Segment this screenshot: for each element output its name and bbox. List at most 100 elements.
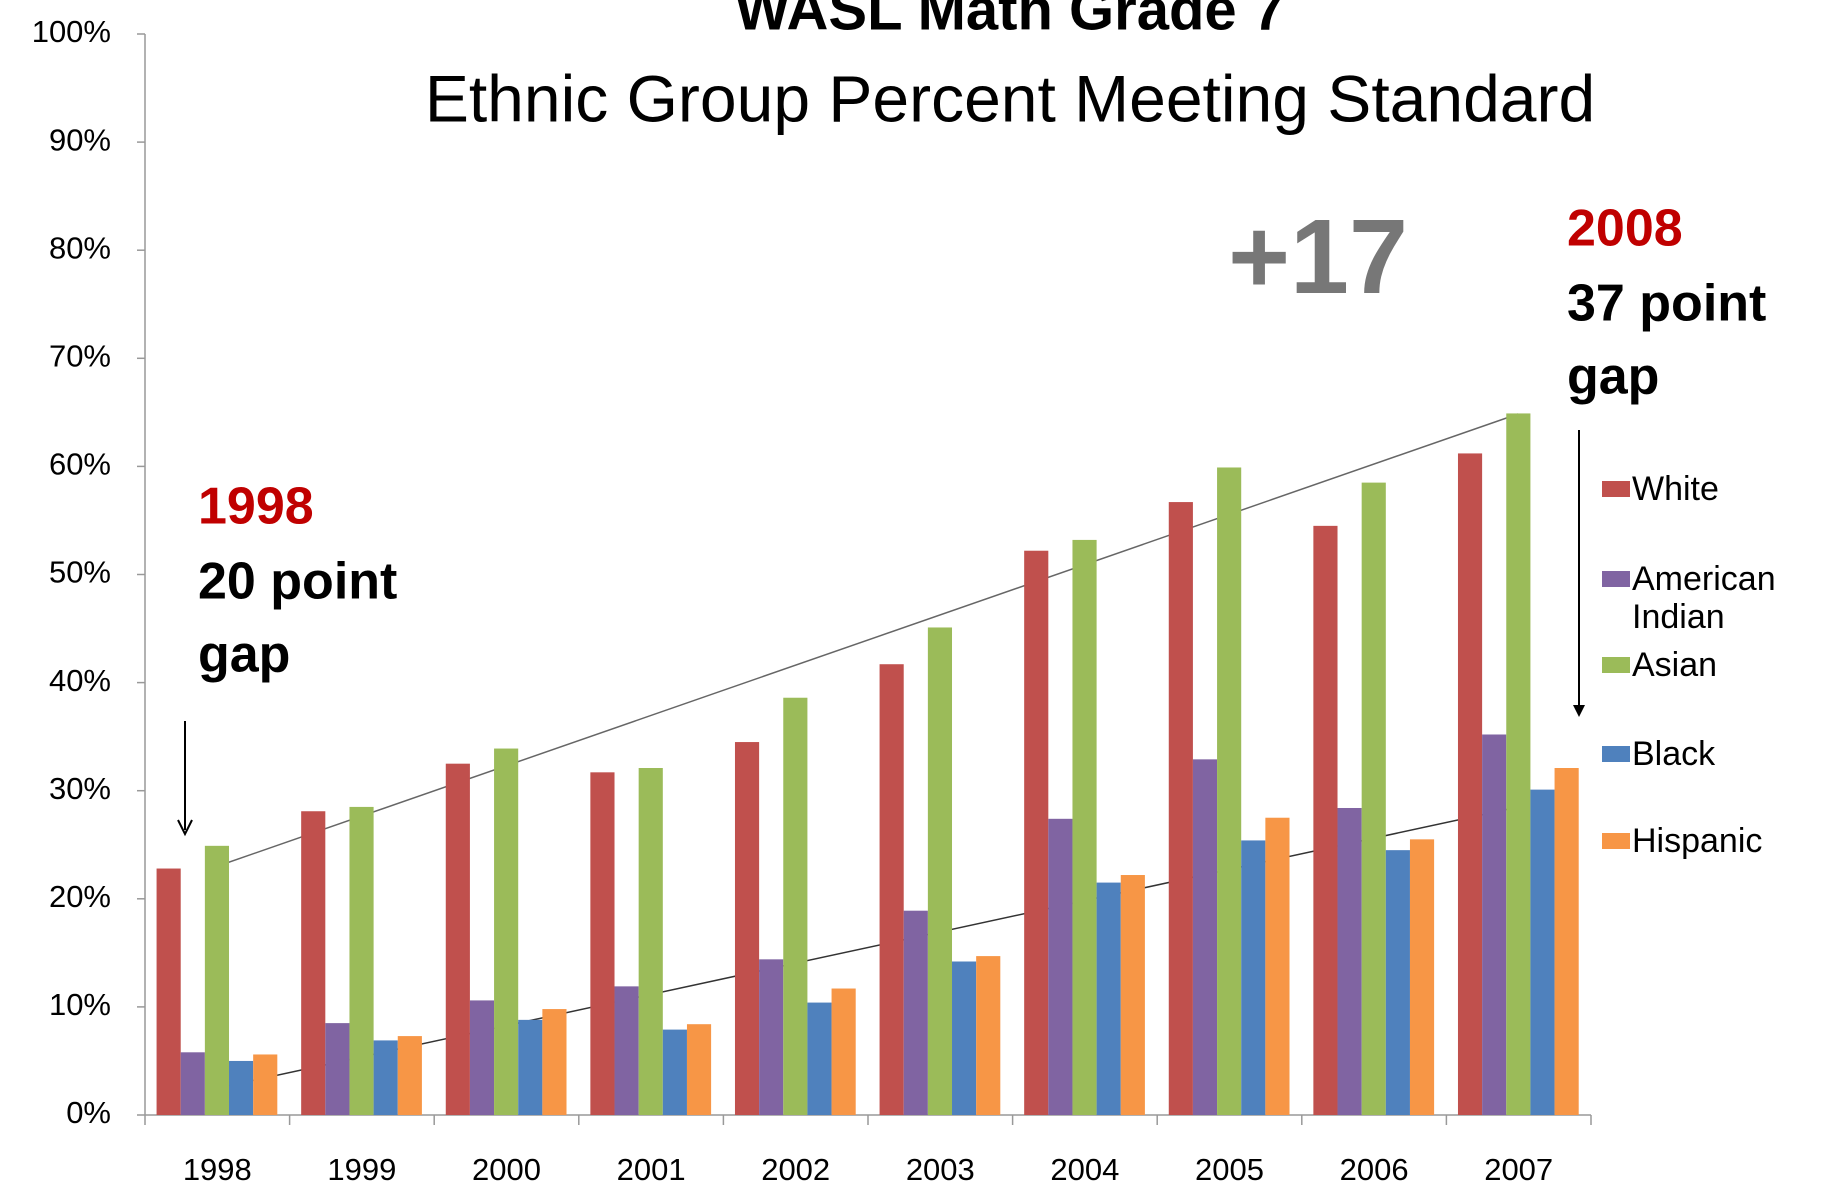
x-tick-label: 2002	[761, 1152, 830, 1187]
bar	[1217, 467, 1242, 1116]
legend-swatch	[1602, 833, 1630, 849]
y-tick-label: 70%	[49, 338, 111, 373]
bar	[903, 910, 928, 1115]
bar	[1120, 875, 1145, 1115]
legend-label: Asian	[1632, 646, 1718, 684]
bar	[662, 1029, 687, 1115]
annotation: +17	[1228, 198, 1408, 316]
bar	[397, 1036, 422, 1115]
legend-swatch	[1602, 657, 1630, 673]
bar	[734, 742, 760, 1115]
legend-entry: American Indian	[1602, 560, 1832, 636]
legend-label: Black	[1632, 735, 1716, 773]
bar	[1313, 525, 1338, 1115]
bar	[614, 986, 639, 1115]
y-tick-label: 60%	[49, 447, 111, 482]
legend-label: Hispanic	[1632, 822, 1763, 860]
x-tick-label: 2004	[1050, 1152, 1119, 1187]
y-tick-label: 20%	[49, 879, 111, 914]
arrow-head	[1573, 705, 1585, 717]
x-tick-label: 2007	[1484, 1152, 1553, 1187]
bar	[1265, 817, 1290, 1115]
legend-swatch	[1602, 481, 1630, 497]
y-tick-label: 30%	[49, 771, 111, 806]
y-tick-label: 100%	[32, 14, 111, 49]
bar	[1457, 453, 1483, 1116]
legend-label: American Indian	[1632, 560, 1776, 636]
legend-entry: Hispanic	[1602, 822, 1832, 860]
bar	[542, 1009, 567, 1115]
bar	[952, 961, 977, 1115]
bar	[325, 1023, 350, 1115]
y-tick-label: 0%	[66, 1095, 111, 1130]
bar	[1072, 539, 1097, 1115]
y-tick-label: 40%	[49, 663, 111, 698]
bar	[783, 697, 808, 1115]
bar	[1048, 818, 1073, 1115]
legend-label: White	[1632, 470, 1719, 508]
bar	[807, 1002, 832, 1115]
bar	[1482, 734, 1507, 1115]
bar	[373, 1040, 398, 1115]
bar	[494, 748, 519, 1115]
x-tick-label: 2003	[906, 1152, 975, 1187]
x-tick-label: 1999	[327, 1152, 396, 1187]
bar	[1385, 850, 1410, 1115]
bar	[1241, 840, 1266, 1115]
bar	[1361, 482, 1386, 1115]
chart-title: WASL Math Grade 7	[735, 0, 1285, 42]
legend-swatch	[1602, 746, 1630, 762]
bar	[349, 806, 374, 1115]
legend-entry: White	[1602, 470, 1832, 508]
bar	[686, 1024, 712, 1115]
bar	[156, 868, 181, 1115]
bar	[1409, 839, 1435, 1115]
x-tick-label: 2001	[617, 1152, 686, 1187]
bar	[469, 1000, 495, 1115]
legend-entry: Asian	[1602, 646, 1832, 684]
bar	[253, 1054, 278, 1115]
y-tick-label: 10%	[49, 987, 111, 1022]
bar	[301, 811, 326, 1115]
bar	[180, 1052, 205, 1115]
bar	[1192, 759, 1218, 1115]
y-tick-label: 90%	[49, 122, 111, 157]
legend-swatch	[1602, 571, 1630, 587]
bar	[1024, 550, 1049, 1115]
annotation: 2008	[1567, 200, 1683, 258]
annotation: 20 point	[198, 553, 397, 611]
legend-entry: Black	[1602, 735, 1832, 773]
bar	[831, 988, 856, 1115]
annotation: 37 point	[1567, 275, 1766, 333]
annotation: gap	[198, 626, 290, 684]
bar	[229, 1060, 254, 1115]
annotation: 1998	[198, 478, 314, 536]
bar	[204, 845, 230, 1115]
bar	[1506, 413, 1531, 1115]
bar	[1168, 502, 1193, 1115]
bar	[445, 763, 470, 1115]
bar	[1096, 882, 1121, 1115]
y-tick-label: 50%	[49, 555, 111, 590]
bar	[638, 767, 663, 1115]
y-tick-label: 80%	[49, 230, 111, 265]
arrow-head	[177, 819, 193, 837]
trend-line	[217, 806, 1519, 1089]
x-tick-label: 2006	[1340, 1152, 1409, 1187]
trend-line	[217, 413, 1519, 867]
bar	[518, 1019, 543, 1115]
bar	[590, 772, 615, 1115]
bar	[879, 664, 904, 1115]
x-tick-label: 1998	[183, 1152, 252, 1187]
bar	[759, 959, 784, 1115]
bar	[1337, 807, 1362, 1115]
bar	[927, 627, 953, 1115]
bar	[1554, 767, 1579, 1115]
bar	[976, 956, 1001, 1115]
x-tick-label: 2005	[1195, 1152, 1264, 1187]
annotation: gap	[1567, 348, 1659, 406]
chart-subtitle: Ethnic Group Percent Meeting Standard	[425, 61, 1595, 135]
bar	[1530, 789, 1555, 1115]
